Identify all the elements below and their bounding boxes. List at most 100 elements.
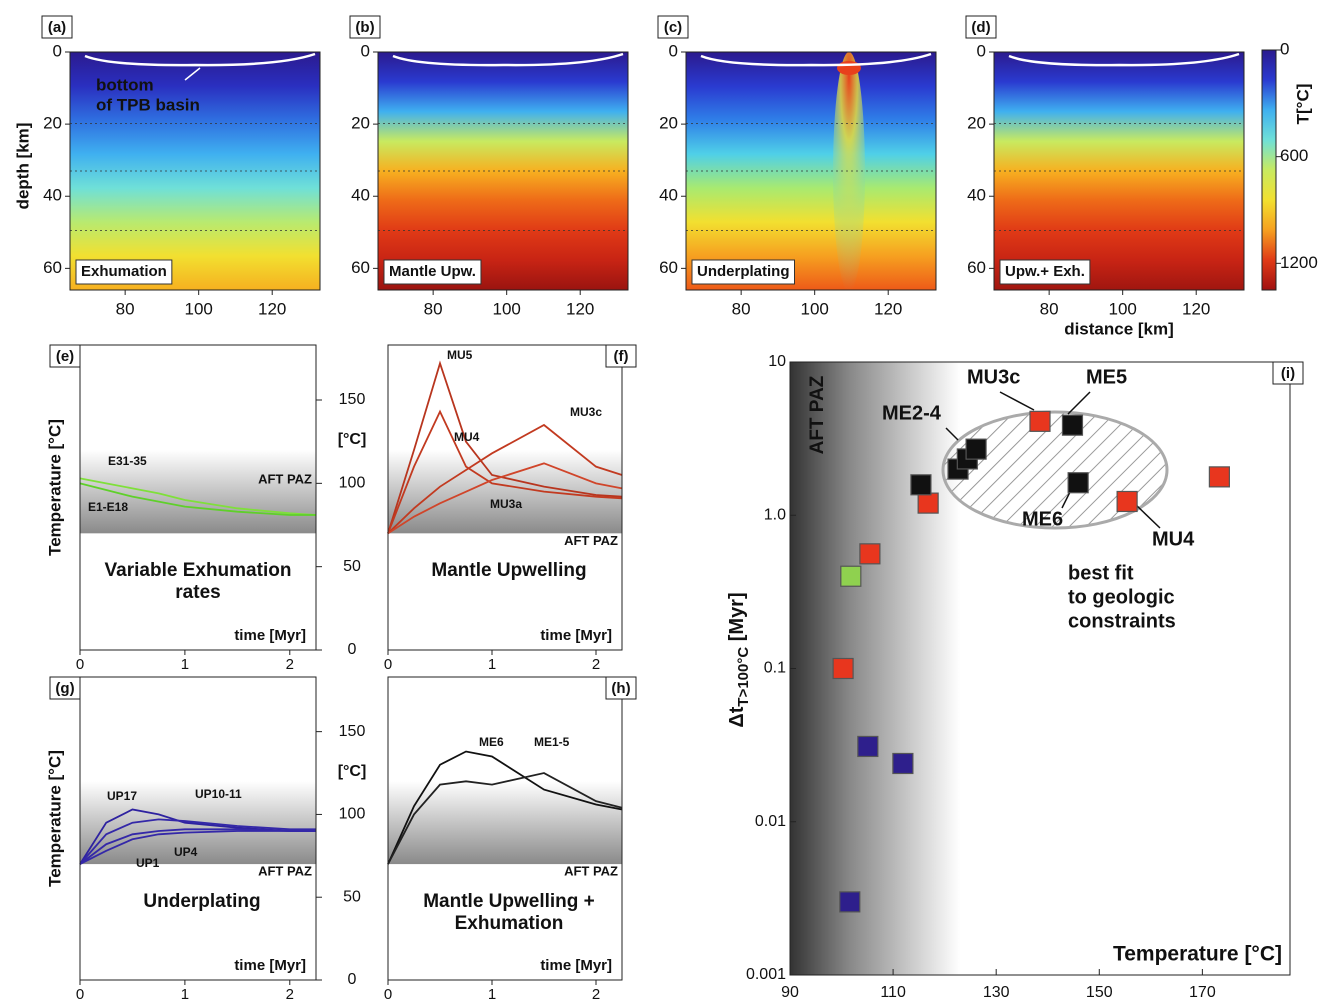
y-tick-label: 0	[669, 41, 678, 60]
series-label: ME1-5	[534, 735, 570, 749]
x-tick-label: 0	[76, 656, 84, 673]
note: constraints	[1068, 610, 1176, 632]
panel-label-box	[605, 344, 637, 368]
data-point	[910, 474, 932, 496]
y-tick-label: 40	[967, 186, 986, 205]
panel-title: Mantle Upwelling +	[423, 891, 595, 912]
x-tick-label: 100	[184, 299, 212, 318]
point-annotation: MU3c	[967, 366, 1020, 388]
y-axis-label-part: Δt	[726, 706, 748, 727]
plot-frame	[79, 676, 317, 981]
annotation-arrow	[184, 67, 201, 81]
band-label: AFT PAZ	[564, 533, 618, 548]
y-tick-label: 1.0	[764, 506, 786, 523]
pointer	[999, 391, 1035, 411]
y-tick-label: 0	[53, 41, 62, 60]
plume	[833, 52, 865, 292]
data-point	[1029, 410, 1051, 432]
y-tick-label: 20	[43, 114, 62, 133]
y-tick-label: 0	[348, 971, 357, 988]
x-tick-label: 2	[592, 656, 600, 673]
aft-paz-band	[80, 450, 316, 534]
panel-label-box	[657, 15, 689, 39]
temperature-path	[387, 462, 623, 535]
aft-paz-band	[388, 781, 622, 865]
panel-label-box	[1272, 361, 1304, 385]
panel-label: (f)	[614, 348, 629, 365]
x-tick-label: 80	[1040, 299, 1059, 318]
band-label: AFT PAZ	[258, 864, 312, 879]
temperature-path	[387, 772, 623, 865]
x-tick-label: 90	[781, 984, 799, 1001]
x-tick-label: 2	[592, 986, 600, 1003]
y-tick-label: 150	[339, 391, 366, 408]
x-tick-label: 80	[116, 299, 135, 318]
data-point	[1061, 414, 1084, 436]
y-tick-label: 50	[343, 558, 361, 575]
panel-label-box	[965, 15, 997, 39]
y-tick-label: 0.1	[764, 660, 786, 677]
x-axis-label: Temperature [°C]	[1113, 943, 1282, 966]
y-tick-label: 100	[339, 806, 366, 823]
annotation: of TPB basin	[96, 95, 200, 114]
y-tick-label: 60	[659, 258, 678, 277]
pointer	[945, 427, 959, 441]
y-axis-label: depth [km]	[13, 123, 32, 210]
y-tick-label: 40	[43, 186, 62, 205]
pointer	[1133, 502, 1161, 529]
plot-frame	[377, 51, 629, 291]
basin-bottom	[392, 52, 624, 67]
panel-title: Mantle Upwelling	[431, 560, 586, 581]
series-label: ME6	[479, 735, 504, 749]
y-axis-label-part: T>100°C	[735, 647, 752, 707]
band-label: AFT PAZ	[258, 471, 312, 486]
panel-label: (h)	[611, 680, 630, 697]
data-point	[832, 657, 854, 680]
x-tick-label: 1	[488, 656, 496, 673]
y-axis-label-part: [Myr]	[726, 592, 748, 646]
y-tick-label: 0	[348, 641, 357, 658]
series-label: MU4	[454, 430, 480, 444]
x-tick-label: 120	[258, 299, 286, 318]
x-axis-label: time [Myr]	[234, 957, 306, 974]
y-tick-label: 0	[977, 41, 986, 60]
x-axis-label: distance [km]	[1064, 319, 1174, 338]
series-label: UP17	[107, 789, 137, 803]
panel-label: (a)	[48, 19, 66, 36]
basin-bottom	[84, 52, 316, 67]
x-tick-label: 0	[384, 656, 392, 673]
note: to geologic	[1068, 586, 1175, 608]
panel-label-box	[49, 344, 81, 368]
x-tick-label: 2	[286, 656, 294, 673]
x-tick-label: 120	[1182, 299, 1210, 318]
aft-paz-band	[790, 362, 960, 975]
panel-name-box	[383, 259, 482, 285]
y-tick-label: 20	[351, 114, 370, 133]
x-tick-label: 170	[1189, 984, 1216, 1001]
y-axis-label: Temperature [°C]	[45, 750, 64, 887]
plot-frame	[685, 51, 937, 291]
pointer	[1067, 391, 1091, 415]
data-point	[857, 735, 879, 758]
y-tick-label: 0	[361, 41, 370, 60]
x-axis-label: time [Myr]	[234, 627, 306, 644]
panel-name: Exhumation	[81, 263, 167, 280]
panel-label: (e)	[56, 348, 74, 365]
series-label: UP10-11	[195, 787, 242, 801]
point-annotation: ME6	[1022, 508, 1063, 530]
y-tick-label: 10	[768, 353, 786, 370]
y-tick-label: 40	[351, 186, 370, 205]
y-tick-label: 60	[351, 258, 370, 277]
y-axis-label: [°C]	[338, 431, 367, 448]
y-tick-label: 60	[967, 258, 986, 277]
series-label: MU3c	[570, 405, 602, 419]
y-axis-label: Temperature [°C]	[45, 419, 64, 556]
panel-name: Mantle Upw.	[389, 263, 476, 280]
data-point	[840, 565, 862, 587]
x-tick-label: 2	[286, 986, 294, 1003]
band-label: AFT PAZ	[807, 375, 828, 454]
panel-name: Upw.+ Exh.	[1005, 263, 1085, 280]
temperature-path	[79, 830, 316, 865]
plot-frame	[993, 51, 1245, 291]
